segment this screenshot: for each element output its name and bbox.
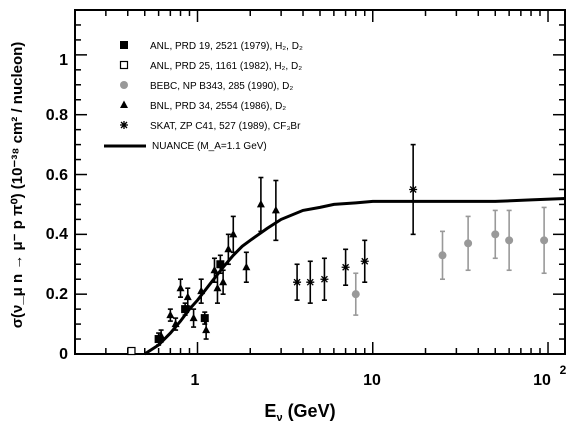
points-layer — [127, 143, 549, 356]
series-3-point-1 — [166, 310, 175, 319]
series-3-point-10 — [219, 277, 228, 286]
series-0-point-1 — [181, 305, 190, 314]
y-tick-label-0.6: 0.6 — [46, 167, 68, 184]
legend-marker-2 — [120, 81, 128, 89]
series-4-point-3 — [341, 263, 350, 272]
series-3-point-4 — [183, 292, 192, 301]
series-3-point-5 — [189, 313, 198, 322]
series-3-point-9 — [213, 283, 222, 292]
series-4-point-1 — [306, 278, 315, 287]
legend-label-0: ANL, PRD 19, 2521 (1979), H₂, D₂ — [150, 41, 303, 52]
series-2-point-4 — [505, 236, 514, 245]
x-axis-title-rest: (GeV) — [283, 401, 336, 421]
y-tick-label-0.8: 0.8 — [46, 107, 68, 124]
series-3-point-13 — [242, 262, 251, 271]
legend-label-5: NUANCE (M_A=1.1 GeV) — [152, 141, 267, 152]
axis-ticks — [74, 10, 565, 355]
series-3-point-8 — [210, 265, 219, 274]
series-2-point-5 — [540, 236, 549, 245]
series-3-point-14 — [256, 199, 265, 208]
series-3-point-2 — [171, 319, 180, 328]
legend-label-3: BNL, PRD 34, 2554 (1986), D₂ — [150, 101, 286, 112]
legend-label-1: ANL, PRD 25, 1161 (1982), H₂, D₂ — [150, 61, 302, 72]
series-3-point-3 — [176, 283, 185, 292]
series-4-point-0 — [293, 278, 302, 287]
series-2-point-1 — [438, 251, 447, 260]
series-3-point-12 — [229, 229, 238, 238]
series-4-point-5 — [409, 185, 418, 194]
legend-marker-1 — [119, 60, 129, 70]
series-2-point-2 — [464, 239, 473, 248]
y-tick-label-0.4: 0.4 — [46, 226, 68, 243]
legend-marker-4 — [120, 121, 128, 129]
series-2-point-3 — [491, 230, 500, 239]
series-2-point-0 — [351, 290, 360, 299]
series-3-point-11 — [224, 244, 233, 253]
legend: ANL, PRD 19, 2521 (1979), H₂, D₂ ANL, PRD… — [104, 41, 303, 152]
series-3-point-0 — [157, 331, 166, 340]
series-0-point-2 — [200, 314, 209, 323]
legend-marker-0 — [120, 41, 128, 49]
series-3-point-15 — [271, 205, 280, 214]
y-tick-label-1: 1 — [59, 52, 68, 69]
x-tick-label-100: 10 — [533, 372, 551, 389]
series-3-point-6 — [197, 286, 206, 295]
series-4-point-2 — [320, 275, 329, 284]
y-tick-label-0.2: 0.2 — [46, 286, 68, 303]
legend-marker-3 — [120, 100, 128, 108]
x-axis-title-main: E — [264, 401, 276, 421]
x-axis-title: Eν (GeV) — [264, 401, 335, 422]
y-axis-title: σ(ν_μ n → μ⁻ p π⁰) (10⁻³⁸ cm² / nucleon) — [9, 42, 26, 329]
x-tick-label-100-exponent: 2 — [560, 363, 567, 377]
x-axis-title-sub: ν — [276, 412, 282, 422]
series-4-point-4 — [360, 257, 369, 266]
series-1-point-0 — [127, 346, 136, 356]
x-tick-label-10: 10 — [363, 372, 381, 389]
legend-label-2: BEBC, NP B343, 285 (1990), D₂ — [150, 81, 293, 92]
series-0-point-3 — [216, 260, 225, 269]
series-3-point-7 — [202, 325, 211, 334]
x-tick-label-1: 1 — [191, 372, 200, 389]
y-tick-label-0: 0 — [59, 346, 68, 363]
legend-label-4: SKAT, ZP C41, 527 (1989), CF₃Br — [150, 121, 301, 132]
plot-frame — [74, 9, 566, 355]
